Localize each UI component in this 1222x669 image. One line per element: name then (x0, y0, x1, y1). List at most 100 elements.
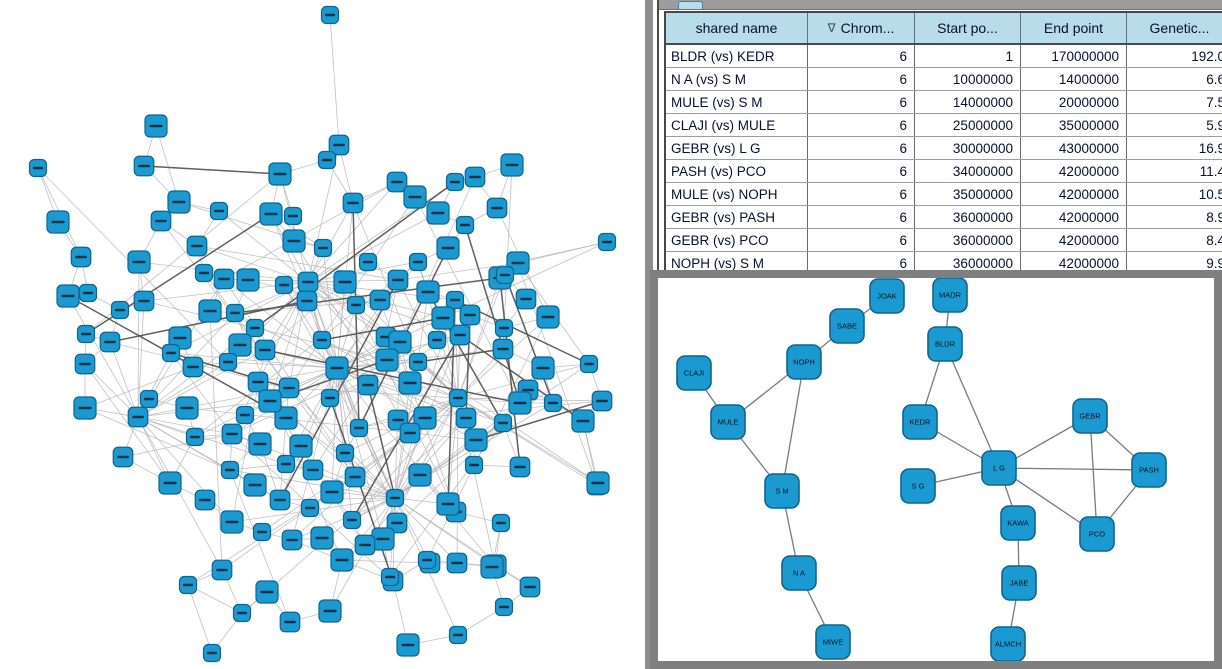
subnetwork-node-sg[interactable]: S G (900, 468, 936, 504)
table-cell[interactable]: 1 (914, 44, 1021, 68)
table-cell[interactable]: 42000000 (1020, 205, 1127, 229)
network-node[interactable] (178, 575, 198, 595)
column-header-startpo[interactable]: Start po... (914, 12, 1021, 45)
network-node[interactable] (220, 510, 244, 534)
network-node[interactable] (76, 324, 96, 344)
network-node[interactable] (186, 235, 208, 257)
table-cell[interactable]: GEBR (vs) L G (665, 136, 808, 160)
table-cell[interactable]: 25000000 (914, 113, 1021, 137)
network-node[interactable] (417, 550, 437, 570)
network-node[interactable] (515, 288, 537, 310)
network-node[interactable] (342, 510, 362, 530)
network-node[interactable] (427, 330, 447, 350)
network-node[interactable] (413, 406, 437, 430)
subnetwork-node-na[interactable]: N A (781, 555, 817, 591)
network-node[interactable] (252, 522, 272, 542)
subnetwork-edge[interactable] (944, 343, 1000, 469)
table-cell[interactable]: 42000000 (1020, 159, 1127, 183)
network-node[interactable] (398, 371, 422, 395)
network-node[interactable] (385, 488, 405, 508)
network-node[interactable] (310, 526, 334, 550)
network-node[interactable] (248, 432, 272, 456)
network-node[interactable] (349, 418, 369, 438)
table-cell[interactable]: 36000000 (914, 228, 1021, 252)
network-node[interactable] (300, 498, 320, 518)
table-cell[interactable]: 192.0 (1126, 44, 1222, 68)
network-node[interactable] (194, 263, 214, 283)
subnetwork-edge[interactable] (781, 361, 805, 492)
network-node[interactable] (333, 270, 357, 294)
table-cell[interactable]: PASH (vs) PCO (665, 159, 808, 183)
network-node[interactable] (387, 269, 409, 291)
table-cell[interactable]: MULE (vs) S M (665, 90, 808, 114)
network-node[interactable] (464, 428, 488, 452)
table-cell[interactable]: 14000000 (914, 90, 1021, 114)
network-node[interactable] (408, 252, 428, 272)
table-cell[interactable]: 34000000 (914, 159, 1021, 183)
network-node[interactable] (597, 232, 617, 252)
network-node[interactable] (259, 202, 283, 226)
subnetwork-node-gebr[interactable]: GEBR (1072, 398, 1108, 434)
table-cell[interactable]: 20000000 (1020, 90, 1127, 114)
subnetwork-node-sm[interactable]: S M (764, 473, 800, 509)
subnetwork-node-pco[interactable]: PCO (1079, 516, 1115, 552)
network-node[interactable] (543, 393, 563, 413)
network-node[interactable] (232, 603, 252, 623)
table-cell[interactable]: 35000000 (1020, 113, 1127, 137)
network-node[interactable] (185, 427, 205, 447)
network-node[interactable] (320, 480, 344, 504)
network-node[interactable] (320, 388, 340, 408)
network-node[interactable] (198, 299, 222, 323)
subnetwork-node-almch[interactable]: ALMCH (990, 626, 1026, 661)
table-cell[interactable]: 6 (807, 205, 915, 229)
network-node[interactable] (254, 339, 276, 361)
table-cell[interactable]: 6 (807, 136, 915, 160)
network-node[interactable] (218, 352, 238, 372)
network-node[interactable] (317, 150, 337, 170)
network-node[interactable] (202, 643, 222, 663)
network-node[interactable] (446, 552, 468, 574)
table-cell[interactable]: 6 (807, 113, 915, 137)
network-node[interactable] (493, 413, 513, 433)
network-node[interactable] (388, 330, 412, 354)
network-node[interactable] (297, 271, 319, 293)
network-node[interactable] (399, 422, 421, 444)
network-node[interactable] (28, 158, 48, 178)
network-node[interactable] (150, 210, 172, 232)
subnetwork-node-mule[interactable]: MULE (710, 404, 746, 440)
network-node[interactable] (369, 289, 391, 311)
network-node[interactable] (459, 304, 481, 326)
network-node[interactable] (358, 252, 378, 272)
network-node[interactable] (431, 306, 455, 330)
table-cell[interactable]: 43000000 (1020, 136, 1127, 160)
network-node[interactable] (281, 529, 303, 551)
table-cell[interactable]: 6 (807, 251, 915, 276)
network-node[interactable] (426, 201, 450, 225)
table-cell[interactable]: 6.6 (1126, 67, 1222, 91)
table-cell[interactable]: 6 (807, 44, 915, 68)
subnetwork-edge[interactable] (998, 467, 1150, 471)
table-cell[interactable]: 8.9 (1126, 205, 1222, 229)
subnetwork-node-joak[interactable]: JOAK (869, 278, 905, 314)
table-cell[interactable]: 6 (807, 67, 915, 91)
network-node[interactable] (133, 290, 155, 312)
subnetwork-node-lg[interactable]: L G (981, 450, 1017, 486)
table-cell[interactable]: 6 (807, 228, 915, 252)
network-node[interactable] (448, 388, 468, 408)
column-header-endpoint[interactable]: End point (1020, 12, 1127, 45)
table-cell[interactable]: N A (vs) S M (665, 67, 808, 91)
network-node[interactable] (235, 405, 255, 425)
column-header-sharedname[interactable]: shared name (665, 12, 808, 45)
table-cell[interactable]: GEBR (vs) PASH (665, 205, 808, 229)
table-cell[interactable]: 5.9 (1126, 113, 1222, 137)
network-node[interactable] (296, 290, 318, 312)
table-cell[interactable]: 11.4 (1126, 159, 1222, 183)
subnetwork-node-pash[interactable]: PASH (1131, 452, 1167, 488)
network-node[interactable] (408, 463, 432, 487)
network-node[interactable] (182, 356, 204, 378)
